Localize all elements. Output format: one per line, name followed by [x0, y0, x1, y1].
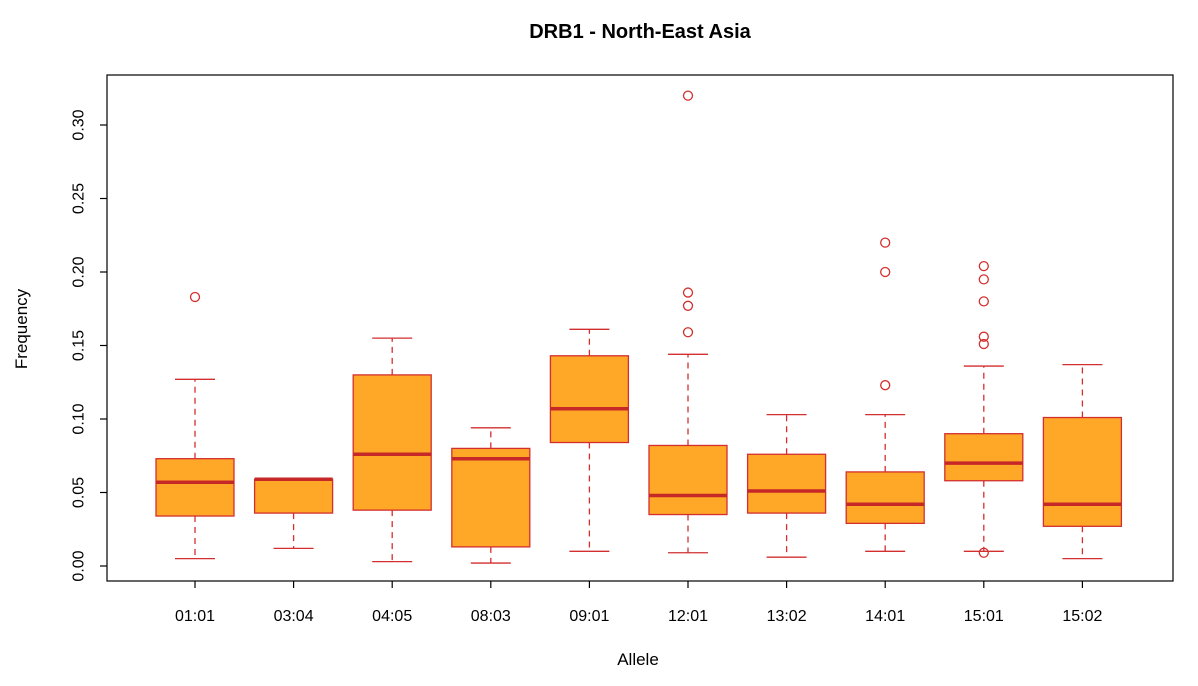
box-13-02	[746, 413, 827, 558]
x-tick-label: 14:01	[865, 608, 905, 625]
iqr-box	[845, 471, 925, 525]
outlier-point	[978, 547, 989, 558]
outlier-point	[880, 380, 891, 391]
box-12-01	[648, 90, 728, 554]
iqr-box	[352, 374, 432, 511]
box-04-05	[352, 337, 432, 563]
x-axis-label: Allele	[617, 650, 659, 669]
y-tick-label: 0.20	[71, 256, 88, 287]
outlier-point	[978, 331, 989, 342]
outlier-point	[682, 327, 694, 338]
iqr-box	[451, 447, 531, 548]
iqr-box	[746, 453, 827, 514]
outlier-point	[978, 338, 989, 350]
box-09-01	[549, 328, 630, 552]
x-tick-label: 01:01	[175, 608, 215, 625]
y-tick-label: 0.00	[71, 550, 88, 581]
box-15-02	[1042, 363, 1123, 560]
y-axis: 0.00 0.05 0.10 0.15 0.20 0.25 0.30	[71, 109, 107, 582]
y-tick-label: 0.05	[71, 477, 88, 508]
x-tick-label: 15:01	[964, 608, 1004, 625]
outlier-point	[978, 274, 989, 285]
iqr-box	[944, 433, 1024, 482]
box-03-04	[253, 477, 334, 550]
outlier-point	[189, 291, 201, 303]
x-tick-label: 08:03	[471, 608, 511, 625]
outlier-point	[880, 237, 891, 248]
box-14-01	[845, 237, 925, 552]
iqr-box	[549, 355, 630, 444]
outlier-point	[682, 287, 694, 298]
x-tick-label: 15:02	[1062, 608, 1102, 625]
x-tick-label: 03:04	[274, 608, 314, 625]
chart-title: DRB1 - North-East Asia	[529, 21, 751, 43]
x-tick-label: 04:05	[372, 608, 412, 625]
outlier-point	[978, 260, 989, 272]
iqr-box	[253, 478, 334, 514]
iqr-box	[648, 444, 728, 516]
y-axis-label: Frequency	[12, 288, 31, 369]
iqr-box	[155, 458, 235, 517]
box-15-01	[944, 260, 1024, 558]
y-tick-label: 0.25	[71, 183, 88, 214]
x-tick-label: 12:01	[668, 608, 708, 625]
x-tick-label: 09:01	[569, 608, 609, 625]
y-tick-label: 0.15	[71, 330, 88, 361]
y-tick-label: 0.30	[71, 109, 88, 140]
plot-frame	[106, 74, 1174, 582]
iqr-box	[1042, 416, 1123, 527]
outlier-point	[978, 296, 989, 307]
box-01-01	[155, 291, 235, 560]
box-08-03	[451, 427, 531, 564]
outlier-point	[682, 90, 694, 101]
outlier-point	[880, 266, 891, 278]
outlier-point	[682, 300, 694, 311]
y-tick-label: 0.10	[71, 403, 88, 434]
x-tick-label: 13:02	[767, 608, 807, 625]
x-axis: 01:01 03:04 04:05 08:03 09:01 12:01 13:02 14:01…	[175, 581, 1103, 625]
boxes-group	[155, 90, 1123, 564]
